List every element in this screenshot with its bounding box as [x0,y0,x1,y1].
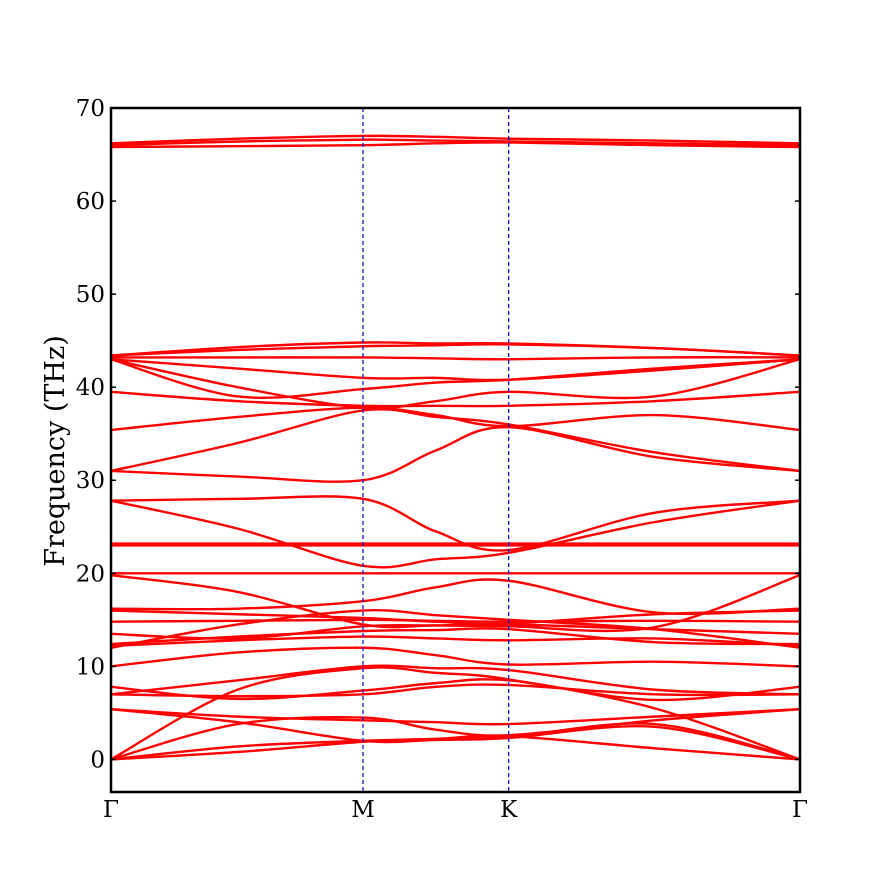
band-line-26 [109,406,802,432]
band-line-31 [109,356,802,361]
band-line-29 [109,358,802,400]
band-line-25 [109,408,802,473]
x-tick-label: Γ [792,797,808,823]
x-tick-label: M [351,797,375,823]
band-line-16 [109,609,802,649]
plot-frame [109,106,802,794]
band-line-27 [109,390,802,408]
x-tick-label: Γ [103,797,119,823]
band-line-28 [109,358,802,410]
band-line-9 [109,664,802,696]
y-tick-label: 30 [76,468,105,494]
band-line-24 [109,425,802,483]
y-tick-label: 40 [76,375,105,401]
x-tick-label: K [500,797,518,823]
band-line-23 [109,495,802,552]
band-line-36 [109,134,802,145]
band-line-6 [109,678,802,702]
band-line-4 [109,707,802,726]
y-tick-label: 0 [90,747,105,773]
band-line-33 [109,341,802,357]
band-line-30 [109,358,802,382]
y-tick-label: 60 [76,189,105,215]
band-line-34 [109,141,802,149]
band-line-18 [109,573,802,633]
y-tick-label: 50 [76,282,105,308]
band-line-12 [109,627,802,646]
band-line-5 [109,707,802,761]
high-symmetry-lines [362,108,510,792]
band-line-14 [109,618,802,623]
y-tick-label: 20 [76,561,105,587]
band-line-22 [109,499,802,569]
band-line-11 [109,635,802,648]
band-line-8 [109,666,802,761]
band-line-35 [109,138,802,147]
band-line-10 [109,646,802,668]
y-axis-title: Frequency (THz) [40,335,71,566]
y-axis-ticks: 0 10 20 30 40 50 60 70 [76,96,800,773]
y-tick-label: 10 [76,654,105,680]
band-lines [109,134,802,761]
band-line-3 [109,707,802,761]
band-line-7 [109,683,802,698]
band-line-17 [109,578,802,616]
y-tick-label: 70 [76,96,105,122]
